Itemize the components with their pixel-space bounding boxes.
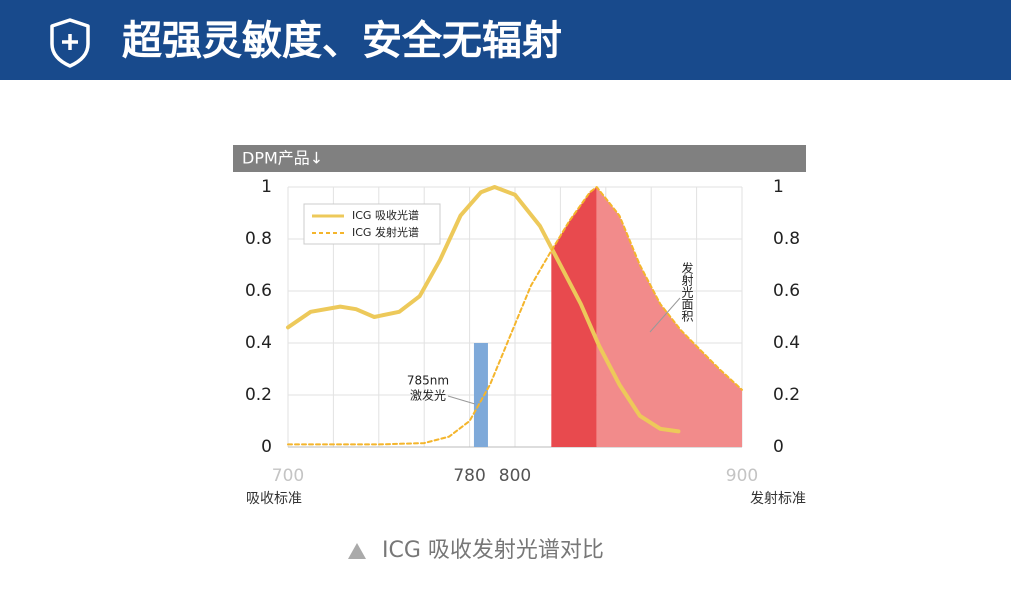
y2-tick-label: 0	[773, 437, 784, 457]
plus-icon	[62, 34, 78, 50]
annotation-pointer	[649, 297, 681, 333]
y-axis-title: 吸收标准	[246, 491, 302, 507]
y2-axis-title: 发射标准	[750, 491, 806, 507]
header-bar	[0, 0, 1011, 80]
y-tick-label: 1	[261, 177, 272, 197]
x-tick-label: 800	[499, 466, 531, 486]
legend-box	[303, 203, 441, 245]
series-line	[286, 185, 681, 434]
y2-tick-label: 0.2	[773, 385, 800, 405]
legend-label: ICG 吸收光谱	[352, 208, 419, 222]
y2-tick-label: 0.8	[773, 229, 800, 249]
annotation-pointer	[447, 395, 476, 405]
y-tick-label: 0.4	[245, 333, 272, 353]
excitation-bar	[473, 343, 488, 447]
x-tick-label: 700	[272, 466, 304, 486]
annotation: 785nm	[407, 374, 449, 388]
caption: ICG 吸收发射光谱对比	[382, 538, 604, 563]
y-tick-label: 0	[261, 437, 272, 457]
x-tick-label: 780	[453, 466, 485, 486]
annotation: 激发光	[410, 388, 446, 403]
y-tick-label: 0.8	[245, 229, 272, 249]
shield-icon	[50, 18, 90, 68]
y-tick-label: 0.2	[245, 385, 272, 405]
x-tick-label: 900	[726, 466, 758, 486]
chart-title: DPM产品↓	[242, 149, 323, 168]
shaded-area	[551, 187, 597, 447]
header-title: 超强灵敏度、安全无辐射	[122, 18, 562, 64]
chart-title-bar	[233, 145, 806, 172]
legend-label: ICG 发射光谱	[352, 225, 419, 239]
y2-tick-label: 1	[773, 177, 784, 197]
annotation: 发射光面积	[680, 261, 694, 323]
y-tick-label: 0.6	[245, 281, 272, 301]
y2-tick-label: 0.4	[773, 333, 800, 353]
caption-triangle	[348, 543, 366, 559]
series-line	[287, 186, 743, 446]
y2-tick-label: 0.6	[773, 281, 800, 301]
